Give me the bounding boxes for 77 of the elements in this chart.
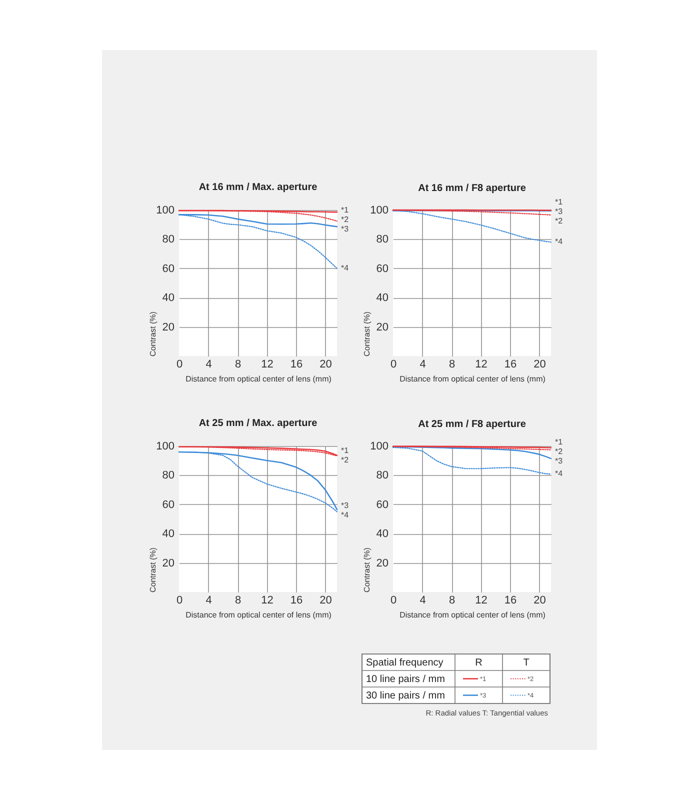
- y-tick-label: 60: [162, 262, 174, 274]
- y-tick-label: 40: [376, 528, 388, 540]
- x-tick-label: 16: [290, 358, 303, 370]
- x-tick-label: 4: [420, 594, 426, 606]
- x-tick-label: 8: [448, 358, 456, 370]
- series-label: *3: [341, 224, 350, 233]
- y-tick-label: 100: [370, 440, 388, 452]
- x-tick-label: 12: [475, 594, 488, 606]
- y-axis-title: Contrast (%): [148, 547, 158, 592]
- chart-title: At 16 mm / F8 aperture: [418, 182, 526, 194]
- x-axis-title: Distance from optical center of lens (mm): [186, 610, 332, 620]
- x-tick-label: 20: [534, 358, 546, 370]
- series-label: *4: [555, 469, 564, 478]
- x-tick-label: 4: [206, 594, 212, 606]
- x-axis-title: Distance from optical center of lens (mm): [400, 610, 546, 620]
- y-tick-label: 60: [376, 498, 388, 511]
- y-tick-label: 40: [162, 528, 174, 540]
- series-label: *4: [555, 236, 564, 246]
- y-tick-label: 80: [376, 233, 388, 246]
- y-tick-label: 100: [156, 440, 174, 452]
- series-label: *1: [555, 438, 564, 447]
- x-tick-label: 0: [390, 358, 397, 370]
- series-label: *4: [341, 262, 350, 272]
- series-label: *2: [555, 447, 564, 456]
- x-tick-label: 20: [320, 594, 332, 606]
- series-label: *2: [341, 214, 350, 224]
- category-label: T: [523, 657, 530, 668]
- x-tick-label: 0: [390, 594, 397, 606]
- series-label: *1: [341, 204, 350, 214]
- series-label: *2: [555, 216, 564, 226]
- series-label: *1: [341, 446, 350, 455]
- chart-title: At 25 mm / F8 aperture: [418, 418, 526, 430]
- y-tick-label: 20: [162, 557, 174, 570]
- y-tick-label: 40: [376, 292, 388, 304]
- x-tick-label: 0: [176, 358, 183, 370]
- x-tick-label: 16: [504, 594, 517, 606]
- y-tick-label: 60: [162, 498, 174, 511]
- x-axis-title: Distance from optical center of lens (mm): [400, 374, 546, 383]
- x-tick-label: 20: [534, 594, 546, 606]
- category-label: 30 line pairs / mm: [366, 690, 445, 702]
- series-label: *3: [341, 500, 350, 510]
- y-tick-label: 40: [162, 292, 174, 304]
- x-tick-label: 12: [261, 358, 274, 370]
- x-tick-label: 12: [475, 358, 488, 370]
- series-label: *3: [555, 456, 564, 466]
- y-axis-title: Contrast (%): [362, 310, 372, 356]
- series-label: *1: [555, 197, 564, 206]
- y-tick-label: 100: [370, 204, 388, 216]
- x-tick-label: 8: [234, 594, 242, 606]
- chart-title: At 16 mm / Max. aperture: [198, 182, 318, 192]
- category-label: R: [475, 657, 482, 668]
- x-tick-label: 4: [206, 358, 212, 370]
- y-tick-label: 80: [162, 470, 174, 482]
- category-label: 10 line pairs / mm: [366, 674, 445, 685]
- x-tick-label: 0: [176, 594, 183, 606]
- x-tick-label: 20: [320, 358, 332, 370]
- series-label: *2: [341, 455, 350, 464]
- legend-title: Spatial frequency: [366, 657, 444, 668]
- y-tick-label: 20: [162, 320, 174, 333]
- series-label: *4: [341, 510, 350, 520]
- y-tick-label: 80: [162, 233, 174, 246]
- series-label: *3: [555, 206, 564, 216]
- x-tick-label: 8: [448, 594, 456, 606]
- x-tick-label: 8: [234, 358, 242, 370]
- y-tick-label: 60: [376, 262, 388, 274]
- x-axis-title: Distance from optical center of lens (mm): [186, 374, 332, 383]
- x-tick-label: 12: [261, 594, 274, 606]
- x-tick-label: 4: [420, 358, 426, 370]
- y-axis-title: Contrast (%): [362, 547, 372, 592]
- x-tick-label: 16: [290, 594, 303, 606]
- y-tick-label: 20: [376, 320, 388, 333]
- y-tick-label: 20: [376, 557, 388, 570]
- x-tick-label: 16: [504, 358, 517, 370]
- y-axis-title: Contrast (%): [148, 310, 158, 356]
- y-tick-label: 100: [156, 204, 174, 216]
- y-tick-label: 80: [376, 470, 388, 482]
- chart-title: At 25 mm / Max. aperture: [198, 418, 318, 429]
